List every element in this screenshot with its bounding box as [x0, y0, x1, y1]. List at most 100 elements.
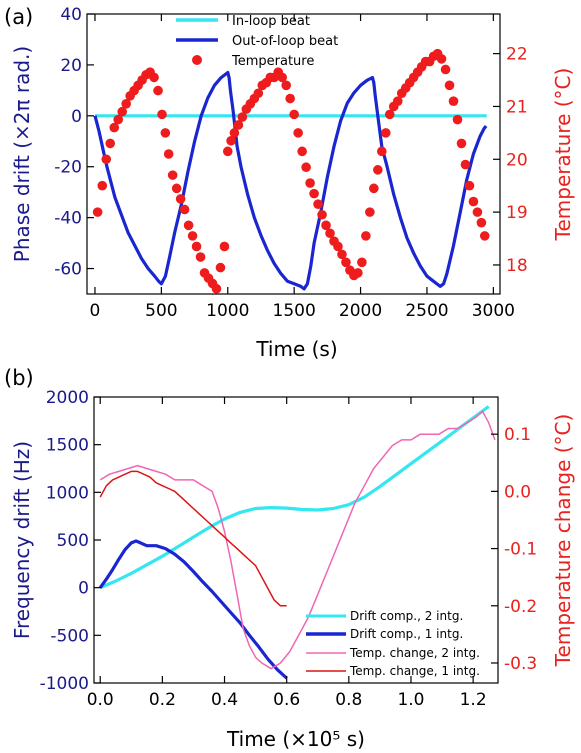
legend-label: Drift comp., 2 intg.: [350, 609, 463, 623]
panel-label: (a): [4, 5, 33, 29]
y-tick-label-right: -0.1: [504, 540, 537, 560]
y-axis-label-left: Frequency drift (Hz): [10, 441, 34, 639]
x-tick-label: 1500: [273, 301, 316, 321]
x-tick-label: 0.6: [273, 690, 300, 710]
y-tick-label-right: 0.1: [504, 425, 531, 445]
y-tick-label-right: 18: [506, 256, 528, 276]
temperature-point: [369, 183, 379, 194]
temperature-point: [297, 146, 307, 157]
temperature-point: [117, 106, 127, 117]
x-tick-label: 3000: [472, 301, 515, 321]
y-tick-label-left: 40: [60, 5, 82, 25]
x-tick-label: 0.0: [87, 690, 114, 710]
temperature-point: [377, 146, 387, 157]
y-tick-label-left: -20: [54, 158, 82, 178]
y-tick-label-left: -500: [50, 626, 89, 646]
temperature-point: [105, 138, 116, 149]
y-tick-label-right: 21: [506, 97, 528, 117]
temperature-point: [229, 128, 240, 138]
temperature-point: [460, 159, 471, 170]
temperature-point: [160, 128, 171, 138]
x-tick-label: 2000: [339, 301, 382, 321]
temperature-point: [191, 241, 202, 252]
temperature-point: [321, 220, 331, 231]
temperature-point: [337, 249, 347, 260]
x-axis-label: Time (×10⁵ s): [226, 727, 365, 751]
panel-b: (b) 0.0 0.2 0.4 0.6 0.8 1.0 1.2 2000 1500 1000 500…: [4, 366, 575, 751]
temperature-point: [365, 207, 375, 217]
temperature-point: [113, 114, 124, 125]
x-tick-label: 0: [90, 301, 101, 321]
temperature-point: [341, 257, 351, 268]
temperature-point: [305, 178, 315, 188]
temperature-point: [97, 180, 108, 191]
y-tick-label-left: 20: [60, 56, 82, 76]
plot-frame: [86, 13, 501, 295]
temperature-point: [452, 114, 463, 125]
temperature-point: [121, 99, 131, 109]
temperature-point: [285, 93, 295, 104]
y-tick-label-right: 0.0: [504, 482, 531, 502]
legend-label: Out-of-loop beat: [232, 34, 338, 49]
temperature-point: [392, 96, 403, 106]
legend-label: Drift comp., 1 intg.: [350, 627, 463, 641]
temperature-point: [384, 109, 395, 120]
temperature-point: [253, 88, 264, 99]
temperature-point: [479, 231, 490, 241]
x-tick-label: 500: [145, 301, 177, 321]
temperature-point: [237, 112, 248, 122]
temperature-point: [448, 96, 459, 106]
temperature-point: [195, 252, 206, 262]
temperature-point: [361, 231, 371, 241]
temperature-point: [187, 231, 198, 241]
x-tick-label: 1.0: [397, 690, 424, 710]
x-tick-label: 1000: [206, 301, 249, 321]
temperature-point: [211, 283, 222, 294]
legend-swatch: [192, 55, 202, 65]
x-tick-label: 2500: [405, 301, 448, 321]
temperature-point: [289, 109, 299, 120]
temperature-point: [357, 257, 367, 268]
temperature-point: [171, 183, 182, 194]
y-tick-label-left: -1000: [40, 674, 89, 694]
y-tick-label-left: -40: [54, 209, 82, 229]
temperature-point: [183, 220, 194, 231]
temperature-point: [153, 85, 163, 96]
legend: Drift comp., 2 intg. Drift comp., 1 intg…: [306, 609, 480, 678]
y-tick-label-left: 0: [78, 579, 89, 599]
temperature-point: [281, 80, 291, 91]
temperature-point: [440, 64, 451, 75]
temperature-point: [179, 204, 190, 215]
temperature-point: [109, 122, 120, 133]
temperature-point: [226, 135, 236, 146]
temperature-point: [444, 80, 455, 91]
temperature-point: [313, 199, 323, 209]
temperature-point: [333, 241, 343, 252]
y-tick-label-left: -60: [54, 260, 82, 280]
temperature-point: [167, 170, 178, 180]
temperature-point: [149, 72, 159, 83]
temperature-point: [175, 194, 186, 204]
y-axis-label-left: Phase drift (×2π rad.): [10, 46, 34, 262]
y-tick-label-right: 20: [506, 150, 528, 170]
y-tick-label-left: 1000: [46, 483, 89, 503]
temperature-point: [92, 207, 103, 217]
y-tick-label-left: 500: [57, 531, 89, 551]
temperature-point: [293, 128, 303, 138]
temperature-point: [163, 149, 174, 159]
axes-layer: 0 500 1000 1500 2000 2500 3000 40 20 0 -20 -40 -60 22…: [54, 5, 527, 321]
legend-label: Temperature: [231, 54, 314, 69]
drift-comp-1-intg-line: [98, 539, 288, 680]
temperature-point: [317, 209, 327, 220]
y-tick-label-left: 2000: [46, 388, 89, 408]
temperature-point: [101, 154, 112, 165]
x-axis-label: Time (s): [255, 337, 337, 361]
temperature-point: [219, 241, 230, 252]
temperature-point: [353, 268, 363, 278]
temperature-point: [476, 217, 487, 228]
y-axis-label-right: Temperature (°C): [551, 68, 575, 242]
legend: In-loop beat Out-of-loop beat Temperatur…: [176, 14, 338, 69]
temperature-point: [380, 128, 391, 138]
y-tick-label-left: 1500: [46, 436, 89, 456]
